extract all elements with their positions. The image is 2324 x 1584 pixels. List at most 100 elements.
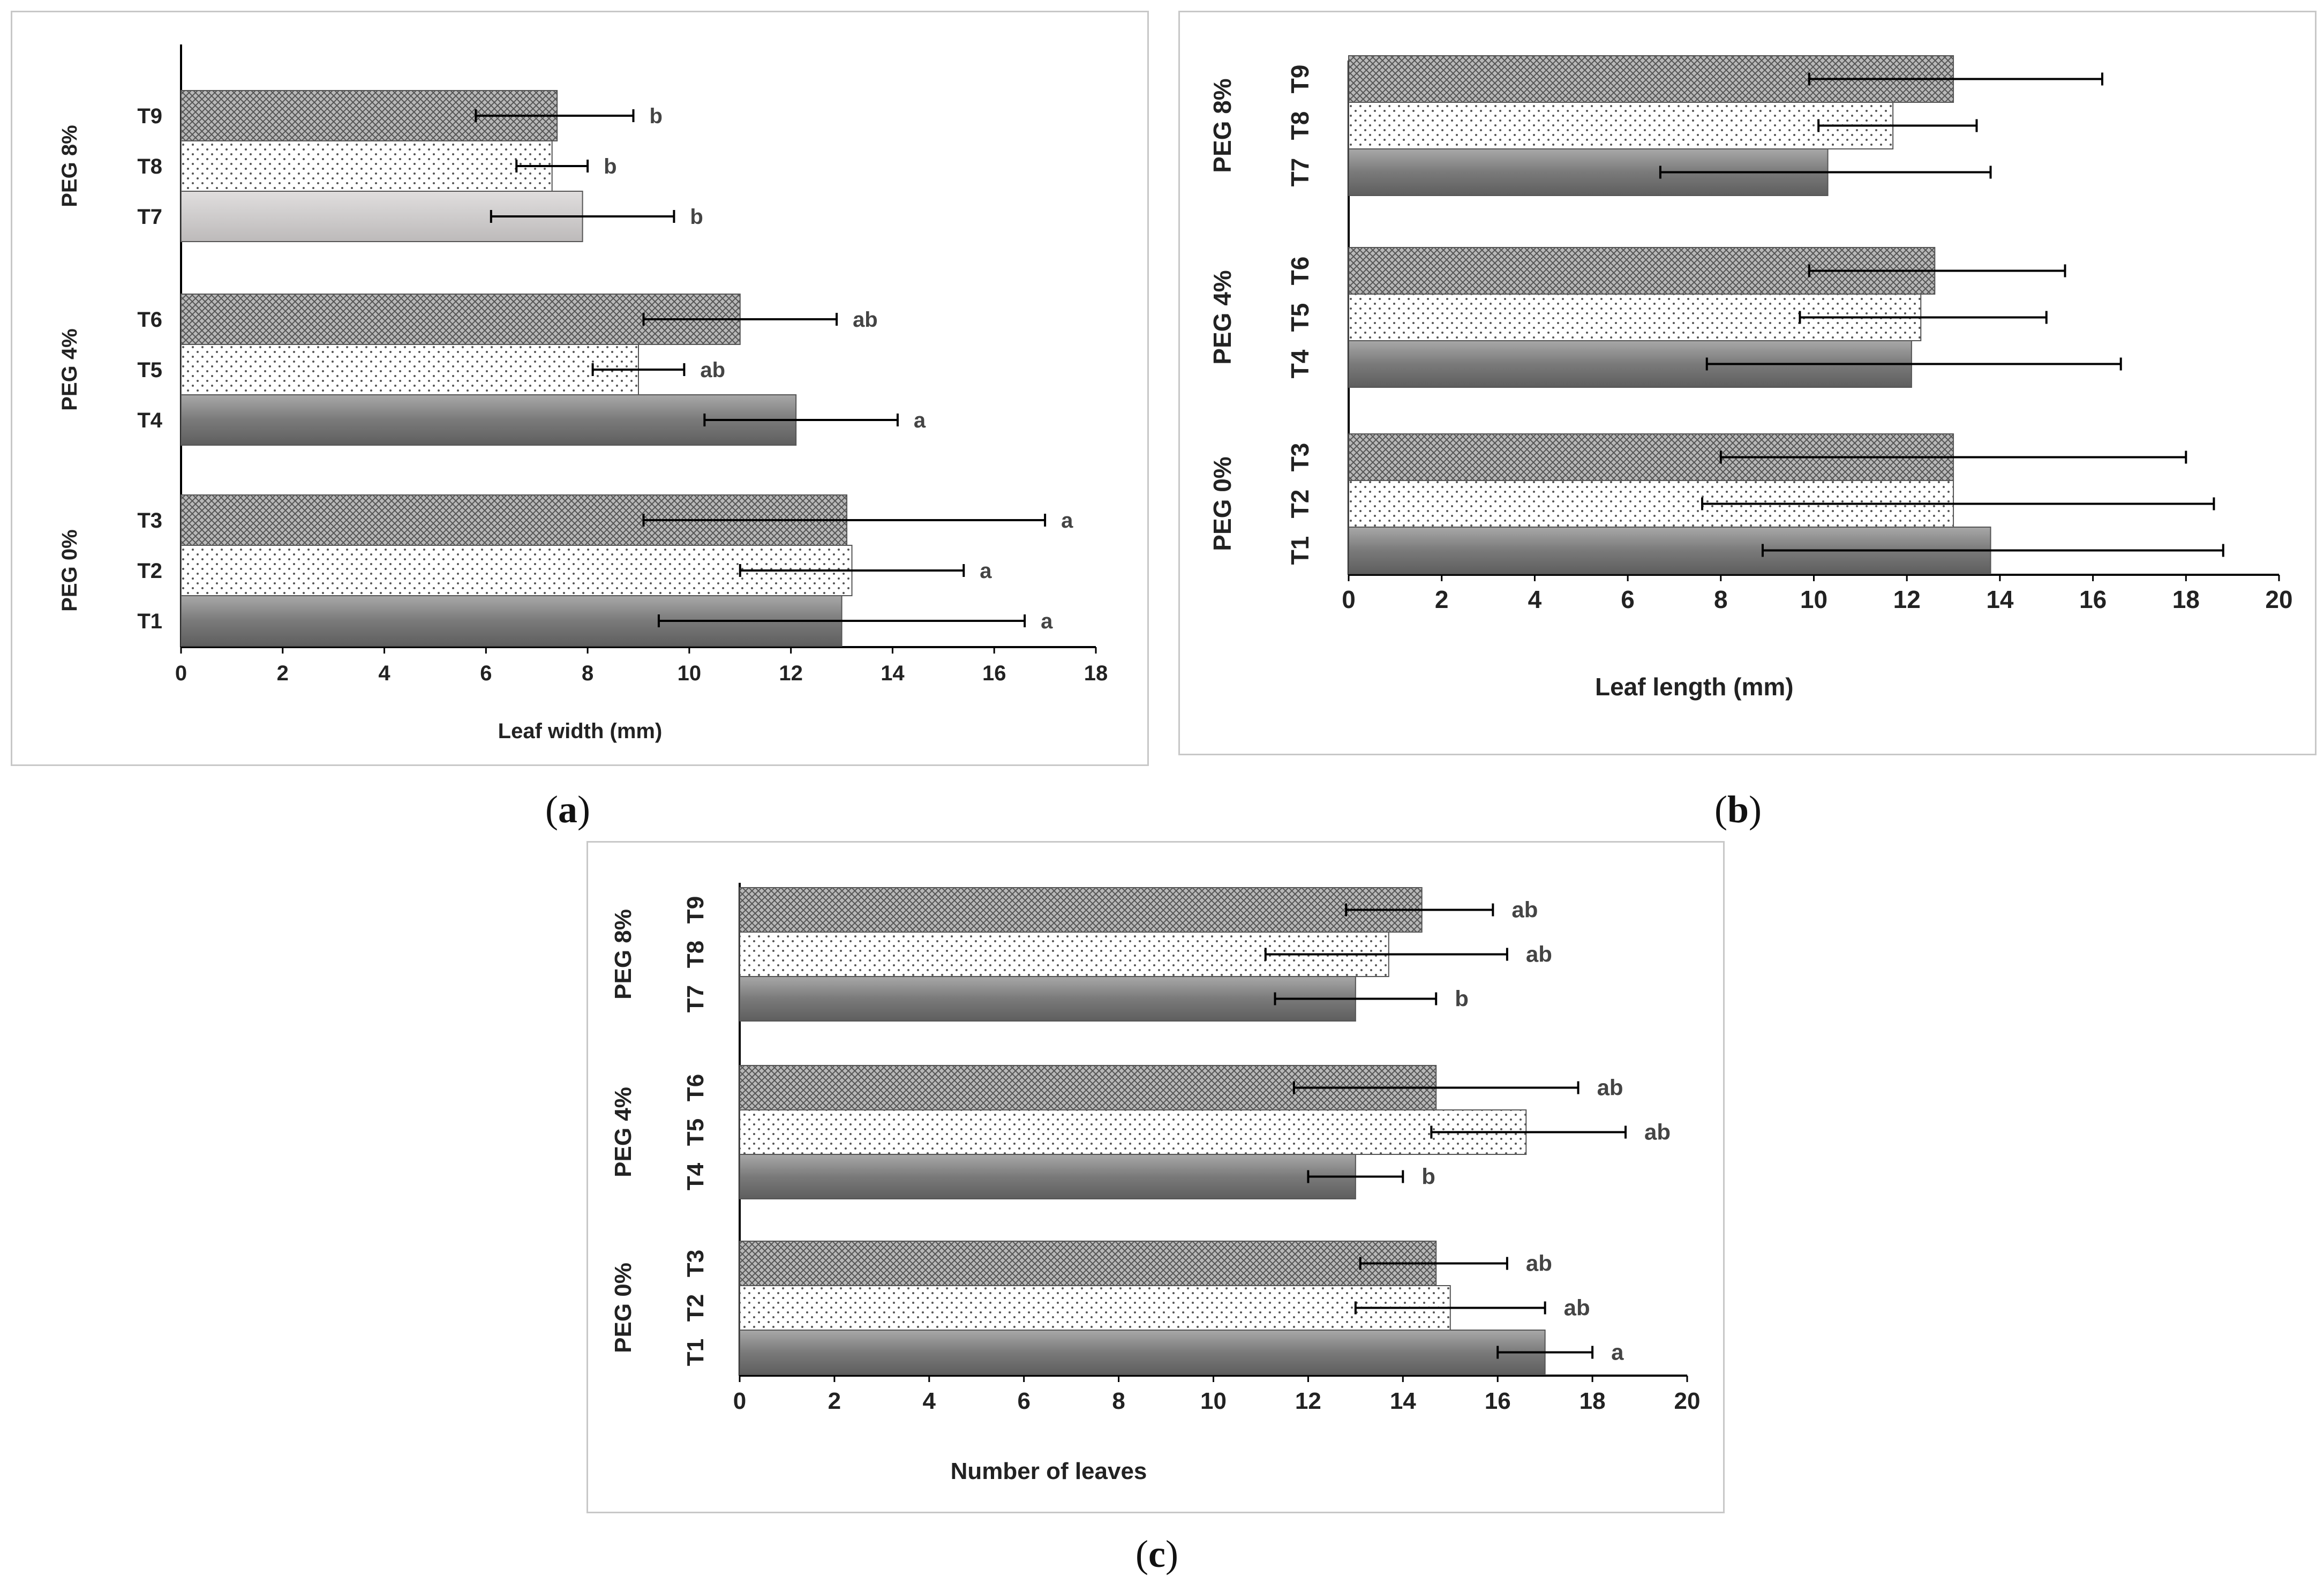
group-label: PEG 4% xyxy=(1208,270,1236,364)
significance-letter-T1: a xyxy=(1041,610,1053,633)
bar-T4 xyxy=(739,1154,1356,1199)
x-tick-label: 10 xyxy=(1800,585,1827,613)
x-tick-label: 8 xyxy=(1112,1388,1125,1414)
significance-letter-T6: ab xyxy=(853,308,878,332)
panel-a: 0 2 4 6 8 10 12 14 16 18 Leaf width (mm) a T1 a T2 a T3 P… xyxy=(11,11,1149,766)
x-axis-title: Number of leaves xyxy=(951,1458,1147,1484)
significance-letter-T5: ab xyxy=(700,358,725,382)
treatment-label-T3: T3 xyxy=(682,1250,709,1277)
bar-T8 xyxy=(1348,102,1894,149)
bar-T5 xyxy=(180,344,639,395)
treatment-label-T1: T1 xyxy=(682,1339,709,1366)
x-tick-label: 12 xyxy=(1893,585,1921,613)
treatment-label-T1: T1 xyxy=(1286,536,1314,565)
x-tick-label: 18 xyxy=(1084,662,1108,685)
caption-c: (c) xyxy=(1135,1533,1178,1575)
treatment-label-T5: T5 xyxy=(682,1118,709,1146)
treatment-label-T5: T5 xyxy=(1286,303,1314,332)
x-tick-label: 6 xyxy=(480,662,492,685)
bar-T8 xyxy=(180,140,553,192)
bar-T3 xyxy=(739,1241,1437,1286)
x-tick-label: 6 xyxy=(1621,585,1635,613)
group-label: PEG 0% xyxy=(1208,456,1236,551)
significance-letter-T7: b xyxy=(690,205,703,229)
significance-letter-T3: a xyxy=(1061,509,1073,532)
bar-T7 xyxy=(739,976,1356,1022)
treatment-label-T4: T4 xyxy=(1286,349,1314,378)
significance-letter-T9: ab xyxy=(1511,897,1538,922)
treatment-label-T7: T7 xyxy=(682,985,709,1012)
group-label: PEG 8% xyxy=(1208,78,1236,172)
treatment-label-T7: T7 xyxy=(1286,158,1314,187)
chart-a: 0 2 4 6 8 10 12 14 16 18 Leaf width (mm) a T1 a T2 a T3 P… xyxy=(58,44,1108,743)
x-tick-label: 20 xyxy=(2265,585,2292,613)
bar-T2 xyxy=(739,1285,1451,1331)
treatment-label-T5: T5 xyxy=(137,358,162,382)
significance-letter-T2: ab xyxy=(1564,1295,1590,1320)
group-label: PEG 8% xyxy=(610,909,636,1000)
treatment-label-T4: T4 xyxy=(137,409,162,432)
significance-letter-T1: a xyxy=(1611,1340,1624,1365)
significance-letter-T6: ab xyxy=(1597,1075,1623,1100)
x-tick-label: 8 xyxy=(582,662,593,685)
treatment-label-T9: T9 xyxy=(137,104,162,128)
treatment-label-T2: T2 xyxy=(137,559,162,583)
x-tick-label: 8 xyxy=(1714,585,1728,613)
x-tick-label: 18 xyxy=(2172,585,2200,613)
x-tick-label: 2 xyxy=(1435,585,1449,613)
group-label: PEG 0% xyxy=(610,1263,636,1353)
significance-letter-T5: ab xyxy=(1644,1120,1671,1145)
x-tick-label: 14 xyxy=(1390,1388,1416,1414)
x-tick-label: 4 xyxy=(378,662,390,685)
x-tick-label: 14 xyxy=(881,662,905,685)
treatment-label-T7: T7 xyxy=(137,205,162,229)
caption-a-letter: a xyxy=(558,788,577,831)
significance-letter-T2: a xyxy=(980,559,992,583)
x-tick-label: 0 xyxy=(175,662,187,685)
x-tick-label: 6 xyxy=(1017,1388,1030,1414)
treatment-label-T2: T2 xyxy=(682,1294,709,1322)
x-tick-label: 2 xyxy=(277,662,289,685)
bar-T1 xyxy=(739,1330,1546,1375)
x-tick-label: 18 xyxy=(1580,1388,1606,1414)
caption-b-letter: b xyxy=(1727,788,1749,831)
x-tick-label: 12 xyxy=(1295,1388,1321,1414)
treatment-label-T8: T8 xyxy=(682,941,709,968)
x-tick-label: 16 xyxy=(2079,585,2107,613)
x-tick-label: 10 xyxy=(1200,1388,1227,1414)
treatment-label-T2: T2 xyxy=(1286,490,1314,519)
chart-c: 0 2 4 6 8 10 12 14 16 18 20 Number of leaves a T1 ab T2… xyxy=(610,883,1700,1484)
x-tick-label: 14 xyxy=(1986,585,2014,613)
significance-letter-T7: b xyxy=(1455,986,1469,1011)
treatment-label-T8: T8 xyxy=(137,155,162,178)
treatment-label-T3: T3 xyxy=(137,509,162,532)
bar-T5 xyxy=(739,1109,1527,1155)
significance-letter-T3: ab xyxy=(1526,1251,1552,1276)
treatment-label-T4: T4 xyxy=(682,1162,709,1190)
chart-b: 0 2 4 6 8 10 12 14 16 18 20 Leaf length (mm) T1 T2 T3 P… xyxy=(1208,55,2293,701)
treatment-label-T6: T6 xyxy=(137,308,162,332)
treatment-label-T8: T8 xyxy=(1286,111,1314,140)
treatment-label-T9: T9 xyxy=(682,896,709,924)
treatment-label-T6: T6 xyxy=(682,1074,709,1101)
group-label: PEG 8% xyxy=(58,125,81,207)
x-axis-title: Leaf length (mm) xyxy=(1595,673,1794,701)
panel-b: 0 2 4 6 8 10 12 14 16 18 20 Leaf length (mm) T1 T2 T3 P… xyxy=(1178,11,2317,755)
x-tick-label: 4 xyxy=(1528,585,1542,613)
caption-b: (b) xyxy=(1714,788,1762,831)
group-label: PEG 4% xyxy=(58,328,81,410)
bar-T9 xyxy=(739,887,1423,933)
treatment-label-T9: T9 xyxy=(1286,65,1314,94)
caption-a: (a) xyxy=(545,788,590,831)
x-tick-label: 16 xyxy=(982,662,1006,685)
group-label: PEG 4% xyxy=(610,1087,636,1177)
treatment-label-T3: T3 xyxy=(1286,443,1314,472)
x-tick-label: 16 xyxy=(1485,1388,1511,1414)
x-tick-label: 12 xyxy=(779,662,803,685)
significance-letter-T8: b xyxy=(604,155,616,178)
x-axis-title: Leaf width (mm) xyxy=(498,719,663,743)
x-tick-label: 0 xyxy=(733,1388,746,1414)
significance-letter-T4: b xyxy=(1422,1164,1435,1189)
x-tick-label: 10 xyxy=(678,662,702,685)
panel-c: 0 2 4 6 8 10 12 14 16 18 20 Number of leaves a T1 ab T2… xyxy=(586,841,1725,1513)
